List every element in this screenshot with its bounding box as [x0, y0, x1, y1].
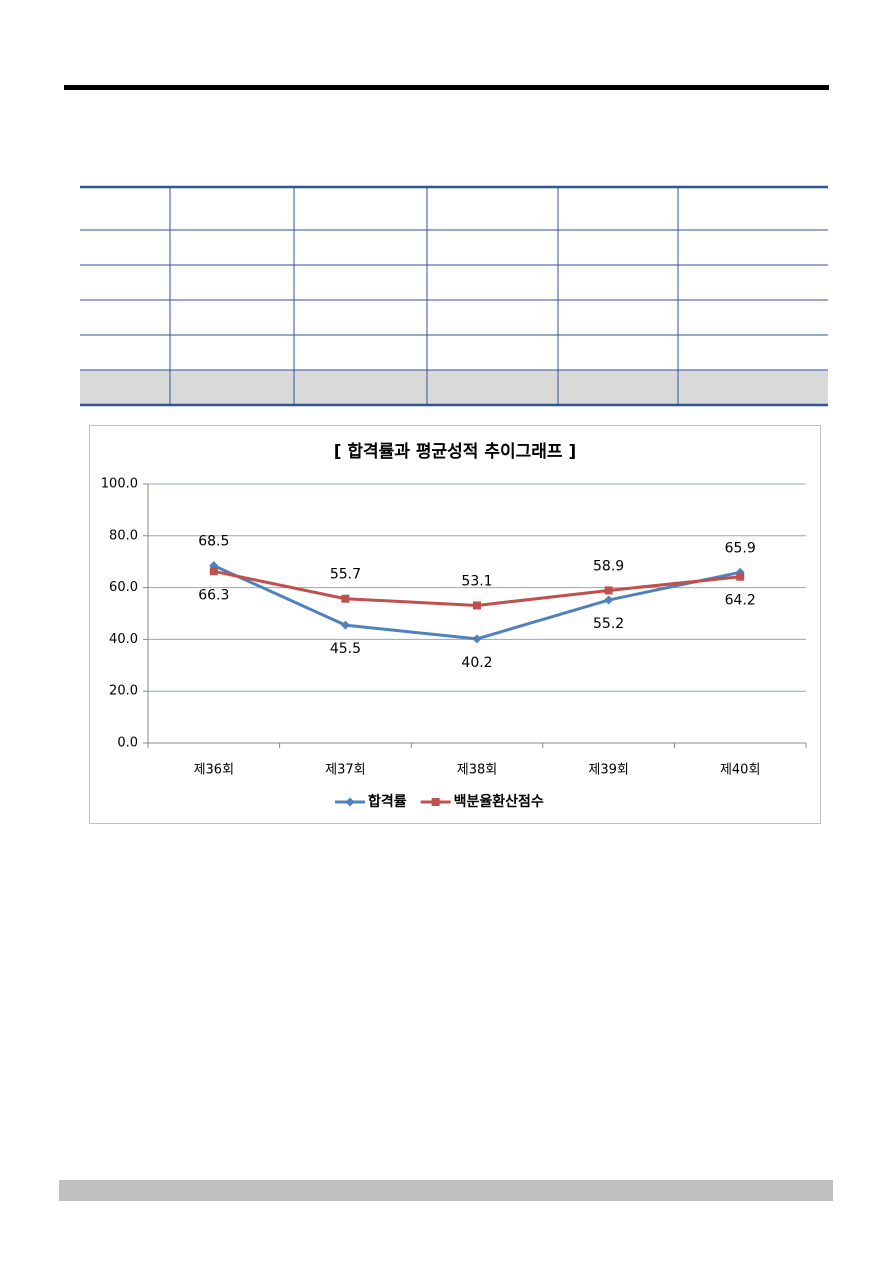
- chart-frame: [89, 425, 821, 824]
- y-tick-label: 20.0: [109, 684, 138, 699]
- point: [209, 567, 218, 576]
- data-label: 68.5: [198, 534, 229, 550]
- point: [345, 797, 355, 807]
- data-label: 65.9: [725, 540, 756, 556]
- chart: 0.0 20.0 40.0 60.0 80.0 100.0 제36회 제37회 제38회 제39회…: [101, 477, 807, 810]
- data-label: 55.7: [330, 567, 361, 583]
- x-tick-label: 제39회: [588, 763, 628, 778]
- data-label: 58.9: [593, 558, 624, 574]
- point: [431, 798, 440, 806]
- x-tick-label: 제38회: [457, 763, 497, 778]
- header-rule: [64, 85, 829, 90]
- chart-title: [ 합격률과 평균성적 추이그래프 ]: [334, 441, 577, 462]
- point: [472, 634, 482, 644]
- data-label: 64.2: [725, 593, 756, 609]
- data-label: 55.2: [593, 616, 624, 632]
- x-tick-label: 제40회: [720, 763, 760, 778]
- legend-label: 백분율환산점수: [454, 793, 544, 810]
- y-tick-label: 60.0: [109, 580, 138, 595]
- data-label: 45.5: [330, 641, 361, 657]
- table-shaded-row: [80, 370, 828, 405]
- point: [473, 601, 481, 610]
- y-tick-label: 80.0: [109, 528, 138, 543]
- point: [341, 594, 350, 603]
- data-label: 66.3: [198, 587, 229, 603]
- y-tick-label: 0.0: [117, 736, 138, 751]
- y-tick-label: 40.0: [109, 632, 138, 647]
- x-tick-label: 제37회: [325, 763, 365, 778]
- data-label: 53.1: [461, 573, 492, 589]
- point: [604, 595, 614, 605]
- y-tick-label: 100.0: [101, 477, 138, 492]
- footer-bar: [59, 1180, 833, 1201]
- legend-label: 합격률: [368, 793, 407, 810]
- x-tick-label: 제36회: [194, 763, 234, 778]
- empty-table: [80, 185, 828, 407]
- data-label: 40.2: [461, 655, 492, 671]
- point: [736, 572, 745, 581]
- point: [604, 586, 613, 595]
- point: [340, 620, 350, 630]
